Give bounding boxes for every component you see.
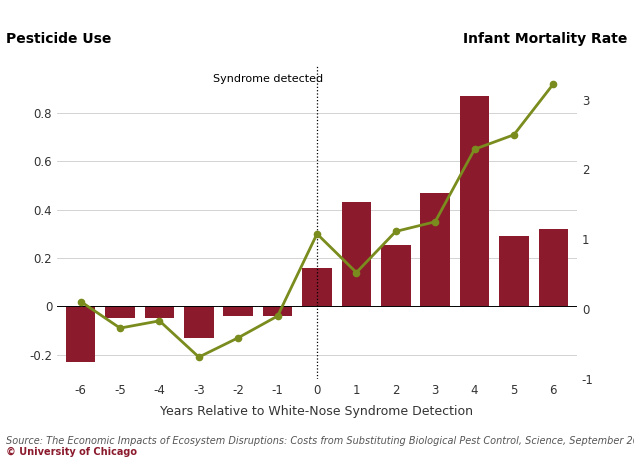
Bar	[420, 193, 450, 306]
Text: Infant Mortality Rate: Infant Mortality Rate	[463, 32, 628, 46]
Bar	[184, 306, 214, 338]
Bar	[263, 306, 292, 316]
Text: © University of Chicago: © University of Chicago	[6, 447, 138, 457]
Bar	[460, 96, 489, 306]
Bar	[223, 306, 253, 316]
Bar	[538, 229, 568, 306]
Bar	[145, 306, 174, 318]
Bar	[105, 306, 135, 318]
Bar	[499, 236, 529, 306]
Text: Source: The Economic Impacts of Ecosystem Disruptions: Costs from Substituting B: Source: The Economic Impacts of Ecosyste…	[6, 436, 634, 446]
Bar	[66, 306, 96, 362]
Text: Pesticide Use: Pesticide Use	[6, 32, 112, 46]
Bar	[381, 245, 411, 306]
X-axis label: Years Relative to White-Nose Syndrome Detection: Years Relative to White-Nose Syndrome De…	[160, 405, 474, 418]
Bar	[342, 202, 371, 306]
Bar	[302, 267, 332, 306]
Text: Syndrome detected: Syndrome detected	[213, 74, 323, 84]
